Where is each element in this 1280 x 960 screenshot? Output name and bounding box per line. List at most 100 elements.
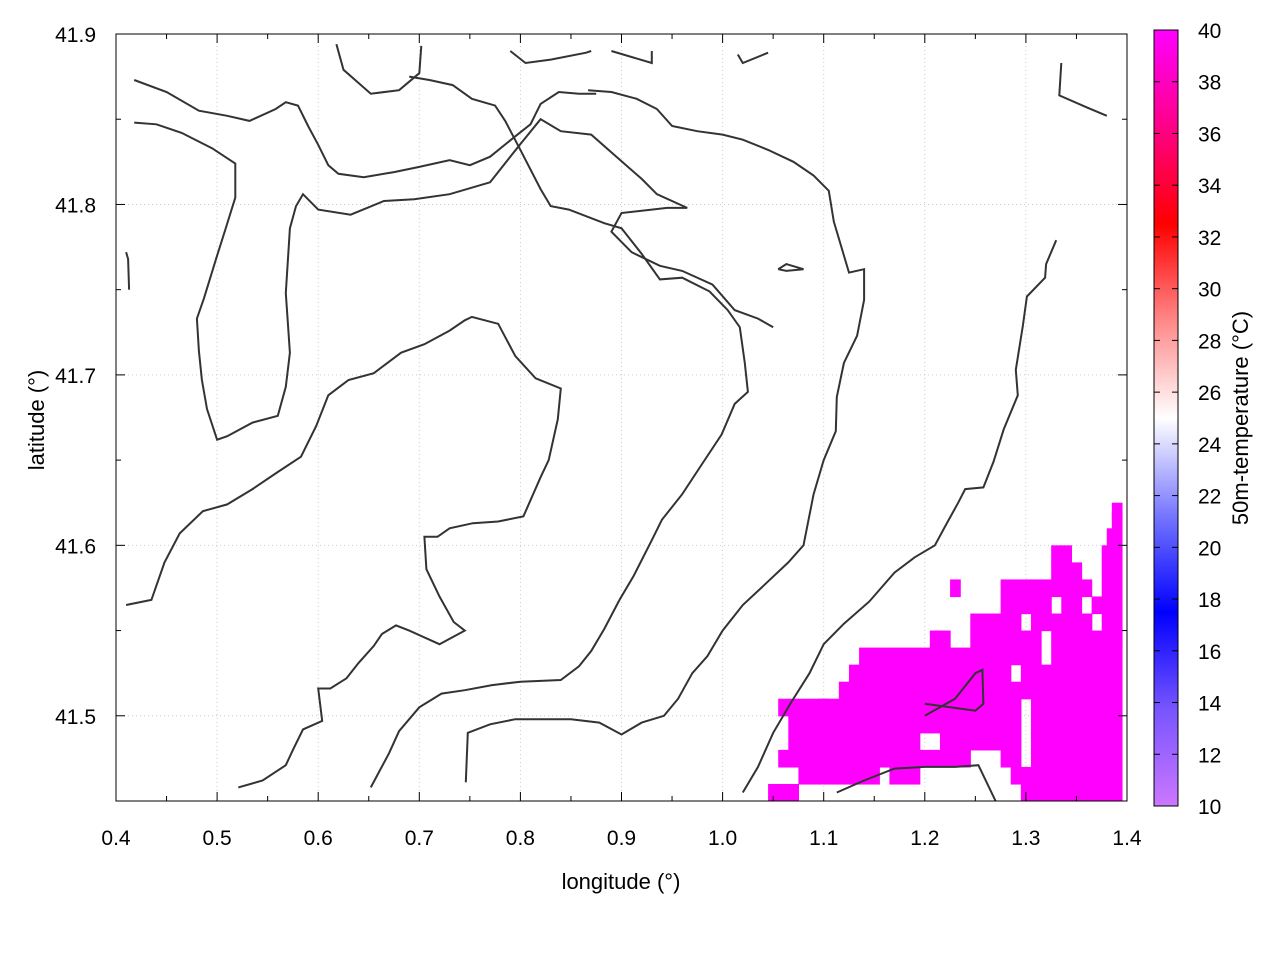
heat-cell [919, 664, 931, 683]
heat-cell [1101, 698, 1113, 717]
y-tick-label: 41.5 [55, 706, 96, 729]
heat-cell [1101, 732, 1113, 751]
heat-cell [929, 664, 941, 683]
colorbar-tick-label: 30 [1198, 279, 1221, 302]
heat-cell [919, 749, 931, 768]
heat-cell [1010, 579, 1022, 598]
heat-cell [939, 681, 951, 700]
heat-cell [1030, 749, 1042, 768]
heat-cell [1030, 715, 1042, 734]
heat-cell [788, 715, 800, 734]
heat-cell [1000, 647, 1012, 666]
heat-cell [1081, 647, 1093, 666]
x-tick-label: 1.4 [1112, 827, 1142, 850]
heat-cell [1000, 749, 1012, 768]
heat-cell [1101, 664, 1113, 683]
heat-cell [1101, 613, 1113, 632]
heat-cell [929, 749, 941, 768]
heat-cell [889, 647, 901, 666]
heat-cell [889, 715, 901, 734]
heat-cell [1041, 715, 1052, 734]
heat-cell [1051, 613, 1062, 632]
heat-cell [879, 664, 891, 683]
y-axis-title: latitude (°) [24, 370, 49, 471]
heat-cell [818, 732, 830, 751]
heat-cell [1071, 579, 1083, 598]
x-axis-title: longitude (°) [562, 869, 681, 894]
heat-cell [1000, 596, 1012, 615]
heat-cell [1111, 562, 1123, 581]
heat-cell [1091, 681, 1103, 700]
heat-cell [960, 698, 971, 717]
contour-line [369, 75, 749, 788]
contour-line [777, 263, 804, 272]
heat-cell [909, 698, 921, 717]
heat-cell [848, 732, 860, 751]
heat-cell [950, 579, 961, 598]
heat-cell [889, 732, 901, 751]
heat-cell [919, 681, 931, 700]
heat-cell [990, 681, 1002, 700]
heat-cell [808, 732, 820, 751]
heat-cell [990, 647, 1002, 666]
heat-cell [960, 715, 971, 734]
heat-cell [1101, 749, 1113, 768]
heat-cell [1051, 562, 1062, 581]
heat-cell [970, 698, 982, 717]
colorbar-tick-label: 12 [1198, 744, 1221, 767]
heat-cell [899, 647, 911, 666]
heat-cell [869, 664, 880, 683]
heat-cell [838, 681, 850, 700]
contour-line [836, 764, 997, 801]
contour-line [736, 51, 769, 65]
heat-cell [828, 698, 840, 717]
heat-cell [970, 613, 982, 632]
heat-cell [1051, 647, 1062, 666]
heat-cell [1010, 732, 1022, 751]
heat-cell [1000, 732, 1012, 751]
heat-cell [1081, 783, 1093, 801]
heat-cell [859, 664, 870, 683]
heat-cell [1071, 647, 1083, 666]
heat-cell [1101, 579, 1113, 598]
heat-cell [1081, 681, 1093, 700]
heat-cell [980, 664, 992, 683]
heat-cell [1111, 545, 1123, 563]
heat-cell [1010, 630, 1022, 649]
heat-cell [848, 715, 860, 734]
heat-cell [869, 715, 880, 734]
heat-cell [1020, 579, 1032, 598]
heat-cell [1071, 715, 1083, 734]
heat-cell [1061, 630, 1072, 649]
heat-cell [1041, 732, 1052, 751]
colorbar-tick-label: 14 [1198, 693, 1222, 716]
heat-cell [778, 783, 789, 801]
heat-cell [1020, 664, 1032, 683]
heat-cell [1111, 766, 1123, 785]
heat-cell [950, 715, 961, 734]
heat-cell [828, 715, 840, 734]
heat-cell [1061, 562, 1072, 581]
heat-cell [909, 664, 921, 683]
heat-cell [1010, 698, 1022, 717]
contour-line [509, 50, 592, 65]
colorbar-tick-label: 22 [1198, 486, 1221, 509]
x-tick-label: 0.7 [405, 827, 434, 850]
contour-line [464, 89, 866, 783]
heat-cell [929, 681, 941, 700]
heat-cell [909, 732, 921, 751]
heat-cell [808, 766, 820, 785]
heat-cell [869, 749, 880, 768]
heat-cell [1061, 579, 1072, 598]
heat-cell [1091, 698, 1103, 717]
heat-cell [798, 715, 810, 734]
heat-cell [1000, 579, 1012, 598]
heat-cell [960, 681, 971, 700]
heat-cell [950, 647, 961, 666]
heat-cell [1041, 664, 1052, 683]
heat-cell [838, 766, 850, 785]
heat-cell [909, 715, 921, 734]
heat-cell [1101, 681, 1113, 700]
colorbar-tick-label: 36 [1198, 123, 1221, 146]
heat-cell [1041, 596, 1052, 615]
